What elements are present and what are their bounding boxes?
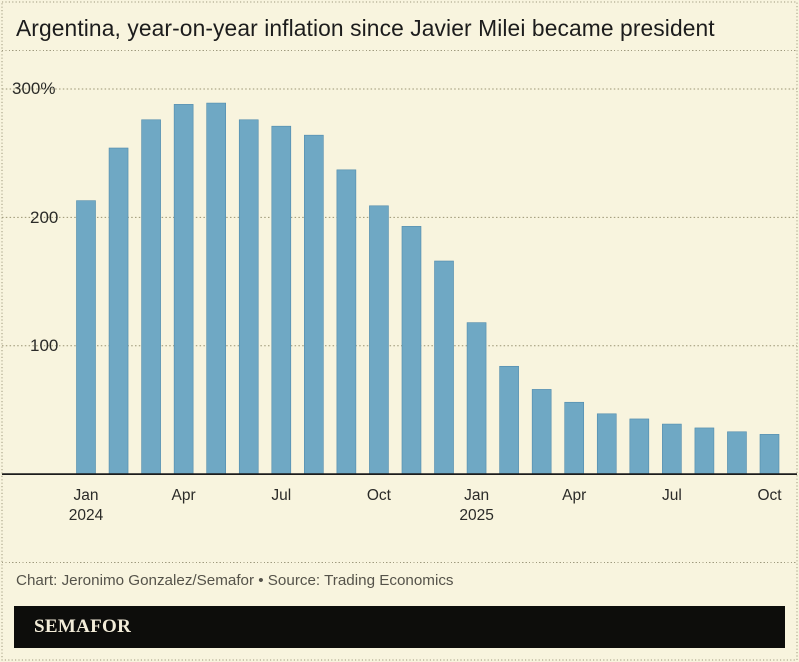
svg-text:Jul: Jul: [662, 487, 682, 504]
svg-text:Oct: Oct: [367, 487, 392, 504]
svg-text:Jan: Jan: [464, 487, 489, 504]
svg-text:Jul: Jul: [271, 487, 291, 504]
svg-text:300%: 300%: [12, 79, 55, 98]
svg-text:Apr: Apr: [562, 487, 586, 504]
svg-text:100: 100: [30, 336, 58, 355]
svg-text:2024: 2024: [69, 507, 104, 524]
svg-text:Oct: Oct: [757, 487, 782, 504]
svg-text:Jan: Jan: [74, 487, 99, 504]
svg-text:2025: 2025: [459, 507, 493, 524]
svg-text:200: 200: [30, 208, 58, 227]
svg-text:Apr: Apr: [172, 487, 196, 504]
